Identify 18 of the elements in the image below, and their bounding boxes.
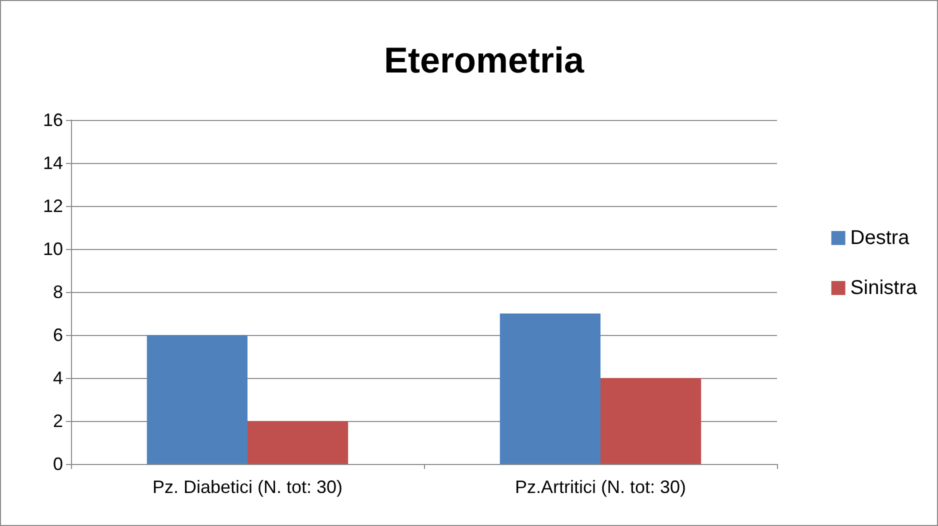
bar (248, 421, 348, 464)
x-tick-label: Pz.Artritici (N. tot: 30) (514, 477, 686, 497)
y-tick-label: 4 (52, 368, 63, 388)
y-tick-label: 0 (52, 454, 63, 474)
bar (146, 335, 248, 464)
y-tick-label: 14 (42, 153, 63, 173)
y-tick-label: 2 (52, 411, 63, 431)
bar (500, 314, 600, 464)
legend-label: Destra (850, 227, 910, 249)
y-tick-label: 6 (52, 325, 63, 345)
y-tick-label: 12 (42, 196, 63, 216)
y-tick-label: 16 (42, 110, 63, 130)
bar (600, 378, 702, 464)
y-tick-label: 10 (42, 239, 63, 259)
y-tick-label: 8 (52, 282, 63, 302)
x-tick-label: Pz. Diabetici (N. tot: 30) (152, 477, 343, 497)
legend-label: Sinistra (850, 277, 918, 299)
chart-title: Eterometria (384, 40, 586, 80)
